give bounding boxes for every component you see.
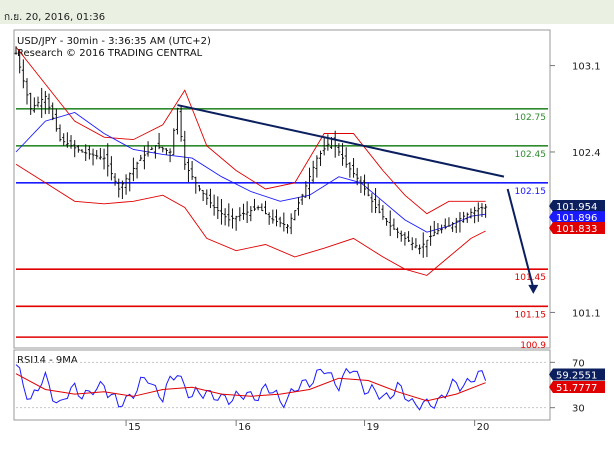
price-tag-label-1: 101.896	[556, 213, 597, 224]
band-series-0	[15, 46, 486, 215]
y-tick-label-1: 102.4	[572, 148, 601, 159]
level-label-4: 101.15	[515, 310, 547, 320]
y-tick-label-2: 101.1	[572, 308, 601, 319]
price-tag-1	[549, 211, 605, 224]
rsi-title: RSI14 - 9MA	[17, 355, 78, 366]
band-series-1	[15, 163, 486, 276]
rsi-tag-0	[549, 368, 605, 381]
rsi-tag-label-1: 51.7777	[556, 383, 597, 394]
x-tick-label-3: 20	[477, 422, 490, 433]
rsi-y-tick-label-1: 30	[572, 404, 585, 415]
top-bar: ก.ย. 20, 2016, 01:36	[0, 0, 614, 24]
x-tick-label-0: 15	[128, 422, 141, 433]
rsi-panel	[13, 349, 551, 421]
y-tick-label-0: 103.1	[572, 62, 601, 73]
x-tick-label-1: 16	[238, 422, 251, 433]
rsi-series-1	[15, 373, 486, 402]
main-panel	[13, 29, 551, 349]
price-tag-0	[549, 200, 605, 213]
level-label-2: 102.15	[515, 187, 547, 197]
date-label: ก.ย. 20, 2016, 01:36	[4, 12, 106, 23]
projection-arrowhead	[528, 284, 539, 294]
projection-arrow	[506, 188, 535, 289]
chart-title: USD/JPY - 30min - 3:36:35 AM (UTC+2)	[17, 36, 211, 47]
rsi-tag-1	[549, 380, 605, 393]
rsi-marks	[15, 361, 548, 411]
rsi-y-tick-label-0: 70	[572, 358, 585, 369]
level-label-1: 102.45	[515, 150, 547, 160]
trendline	[177, 104, 505, 178]
level-label-0: 102.75	[515, 113, 547, 123]
chart-credit: Research © 2016 TRADING CENTRAL	[17, 48, 203, 59]
rsi-tag-label-0: 59.2551	[556, 371, 597, 382]
band-series-2	[15, 112, 486, 233]
level-label-5: 100.9	[520, 341, 546, 351]
price-tag-label-2: 101.833	[556, 224, 597, 235]
price-tag-2	[549, 221, 605, 234]
x-tick-label-2: 19	[367, 422, 380, 433]
price-bars	[14, 46, 488, 258]
price-tag-label-0: 101.954	[556, 202, 597, 213]
